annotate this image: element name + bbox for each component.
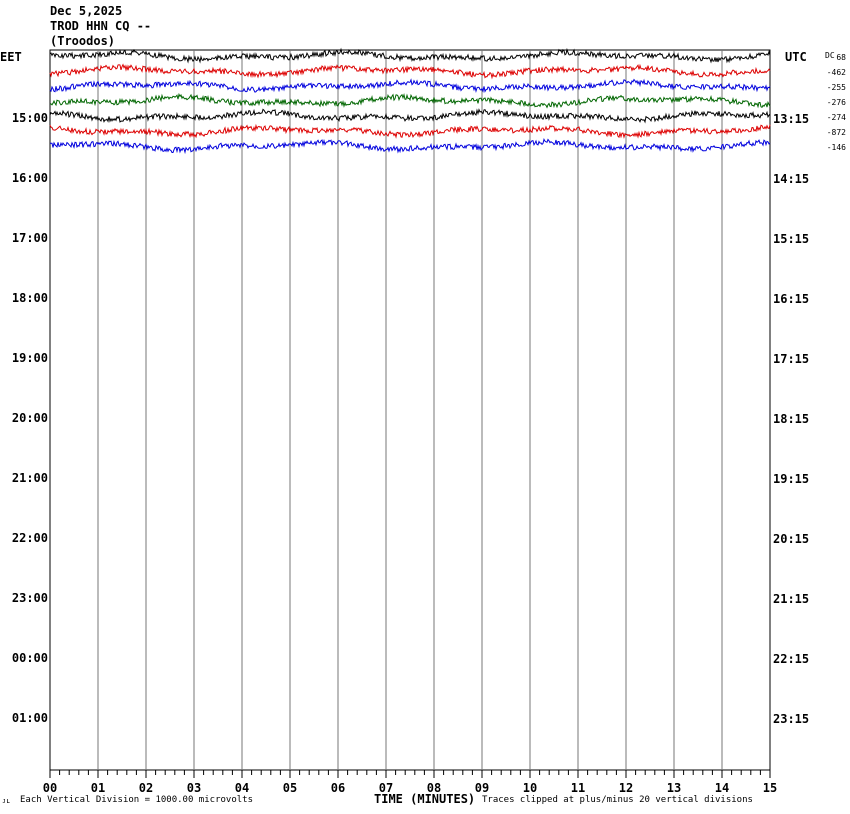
corner-mark: ᴊʟ bbox=[2, 797, 11, 805]
row-time-right: 14:15 bbox=[773, 172, 809, 186]
seismic-trace-5 bbox=[49, 108, 771, 124]
row-time-left: 19:00 bbox=[12, 351, 48, 365]
scale-note: Each Vertical Division = 1000.00 microvo… bbox=[20, 795, 253, 805]
x-tick-label: 00 bbox=[43, 781, 57, 795]
x-tick-label: 10 bbox=[523, 781, 537, 795]
dc-offset-label: -462 bbox=[827, 68, 846, 77]
dc-offset-label: 68 bbox=[836, 53, 846, 62]
row-time-left: 20:00 bbox=[12, 411, 48, 425]
date-label: Dec 5,2025 bbox=[50, 4, 123, 18]
clip-note: Traces clipped at plus/minus 20 vertical… bbox=[482, 795, 753, 805]
x-tick-label: 15 bbox=[763, 781, 777, 795]
dc-offset-label: -872 bbox=[827, 128, 846, 137]
x-tick-label: 02 bbox=[139, 781, 153, 795]
row-time-left: 15:00 bbox=[12, 111, 48, 125]
location-label: (Troodos) bbox=[50, 34, 116, 48]
x-tick-label: 04 bbox=[235, 781, 249, 795]
station-label: TROD HHN CQ -- bbox=[50, 19, 152, 33]
x-tick-label: 09 bbox=[475, 781, 489, 795]
row-time-right: 15:15 bbox=[773, 232, 809, 246]
x-axis-title: TIME (MINUTES) bbox=[374, 792, 476, 806]
x-tick-label: 13 bbox=[667, 781, 681, 795]
row-time-left: 21:00 bbox=[12, 471, 48, 485]
seismic-trace-1 bbox=[49, 47, 771, 64]
plot-frame bbox=[49, 49, 771, 771]
row-time-right: 20:15 bbox=[773, 532, 809, 546]
row-time-right: 18:15 bbox=[773, 412, 809, 426]
row-time-left: 16:00 bbox=[12, 171, 48, 185]
x-tick-label: 11 bbox=[571, 781, 585, 795]
seismic-trace-6 bbox=[49, 123, 771, 139]
x-tick-label: 03 bbox=[187, 781, 201, 795]
row-time-left: 22:00 bbox=[12, 531, 48, 545]
x-tick-label: 07 bbox=[379, 781, 393, 795]
dc-label: DC bbox=[825, 51, 835, 60]
x-tick-label: 05 bbox=[283, 781, 297, 795]
x-tick-label: 01 bbox=[91, 781, 105, 795]
x-tick-label: 14 bbox=[715, 781, 729, 795]
row-time-left: 17:00 bbox=[12, 231, 48, 245]
row-time-right: 16:15 bbox=[773, 292, 809, 306]
row-time-right: 23:15 bbox=[773, 712, 809, 726]
row-time-right: 19:15 bbox=[773, 472, 809, 486]
dc-offset-label: -146 bbox=[827, 143, 846, 152]
row-time-left: 18:00 bbox=[12, 291, 48, 305]
x-tick-label: 06 bbox=[331, 781, 345, 795]
x-tick-label: 12 bbox=[619, 781, 633, 795]
seismic-trace-2 bbox=[49, 63, 771, 80]
dc-offset-label: -276 bbox=[827, 98, 846, 107]
row-time-left: 23:00 bbox=[12, 591, 48, 605]
seismic-trace-3 bbox=[49, 78, 771, 94]
row-time-left: 00:00 bbox=[12, 651, 48, 665]
dc-offset-label: -255 bbox=[827, 83, 846, 92]
right-tz-label: UTC bbox=[785, 50, 807, 64]
row-time-right: 13:15 bbox=[773, 112, 809, 126]
row-time-right: 21:15 bbox=[773, 592, 809, 606]
row-time-left: 01:00 bbox=[12, 711, 48, 725]
seismic-trace-7 bbox=[50, 138, 771, 155]
row-time-right: 17:15 bbox=[773, 352, 809, 366]
left-tz-label: EET bbox=[0, 50, 22, 64]
dc-offset-label: -274 bbox=[827, 113, 846, 122]
x-tick-label: 08 bbox=[427, 781, 441, 795]
row-time-right: 22:15 bbox=[773, 652, 809, 666]
seismic-trace-4 bbox=[49, 92, 771, 109]
